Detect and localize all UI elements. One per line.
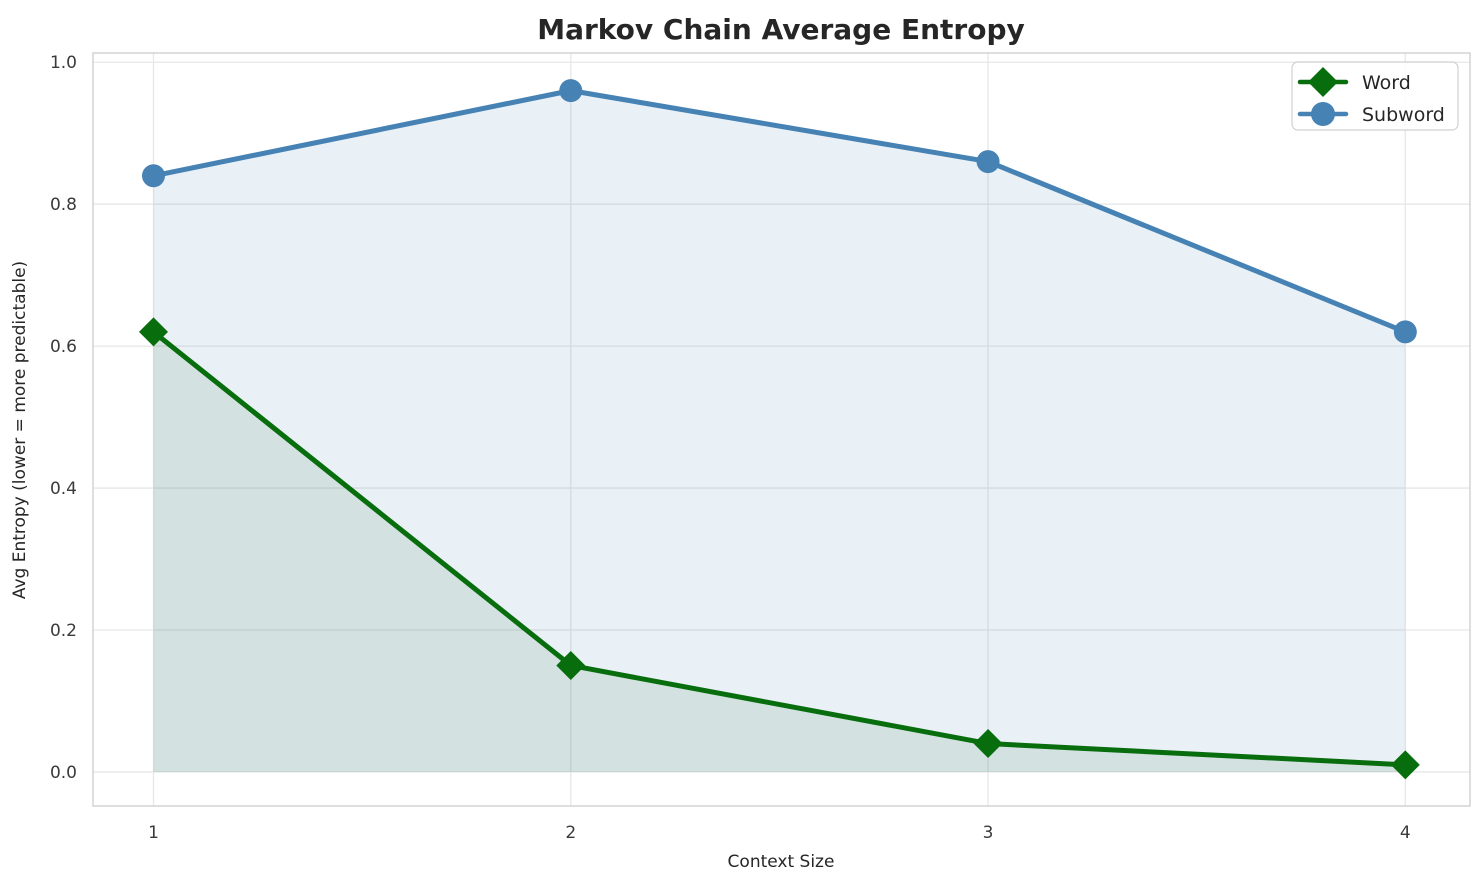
y-tick-label: 0.8 [50, 195, 77, 215]
legend-item-word: Word [1297, 67, 1411, 97]
data-point-word-3 [973, 729, 1003, 759]
area-fill-layer [153, 90, 1406, 772]
y-tick-label: 0.0 [50, 763, 77, 783]
x-axis-label: Context Size [728, 852, 835, 872]
y-tick-label: 0.4 [50, 479, 77, 499]
data-point-word-2 [556, 650, 586, 680]
series-word [139, 317, 1420, 780]
x-tick-label: 1 [148, 823, 159, 843]
chart-title: Markov Chain Average Entropy [537, 13, 1025, 46]
legend-label: Word [1362, 72, 1411, 94]
legend: Word Subword [1291, 61, 1459, 131]
legend-marker-diamond-icon [1308, 67, 1338, 97]
y-axis-label: Avg Entropy (lower = more predictable) [10, 261, 30, 599]
y-tick-label: 0.2 [50, 621, 77, 641]
legend-marker-circle-icon [1311, 102, 1335, 126]
series-subword [142, 79, 1417, 344]
legend-item-subword: Subword [1297, 102, 1445, 126]
tick-label-layer: 0.0 0.2 0.4 0.6 0.8 1.0 1 2 3 4 [50, 53, 1411, 843]
plot-border [92, 52, 1471, 807]
x-tick-label: 2 [565, 823, 576, 843]
data-point-subword-1 [142, 164, 166, 188]
line-word [151, 329, 1408, 768]
line-subword [151, 88, 1408, 335]
legend-label: Subword [1362, 104, 1445, 126]
data-point-subword-3 [976, 150, 1000, 174]
area-fill-subword [153, 90, 1406, 772]
series-layer [139, 79, 1420, 780]
grid-layer [93, 53, 1470, 806]
data-point-subword-2 [559, 79, 583, 103]
y-tick-label: 0.6 [50, 337, 77, 357]
y-tick-label: 1.0 [50, 53, 77, 73]
data-point-word-4 [1390, 750, 1420, 780]
area-fill-word [153, 331, 1406, 772]
x-tick-label: 3 [983, 823, 994, 843]
data-point-word-1 [139, 317, 169, 347]
data-point-subword-4 [1393, 320, 1417, 344]
x-tick-label: 4 [1400, 823, 1411, 843]
